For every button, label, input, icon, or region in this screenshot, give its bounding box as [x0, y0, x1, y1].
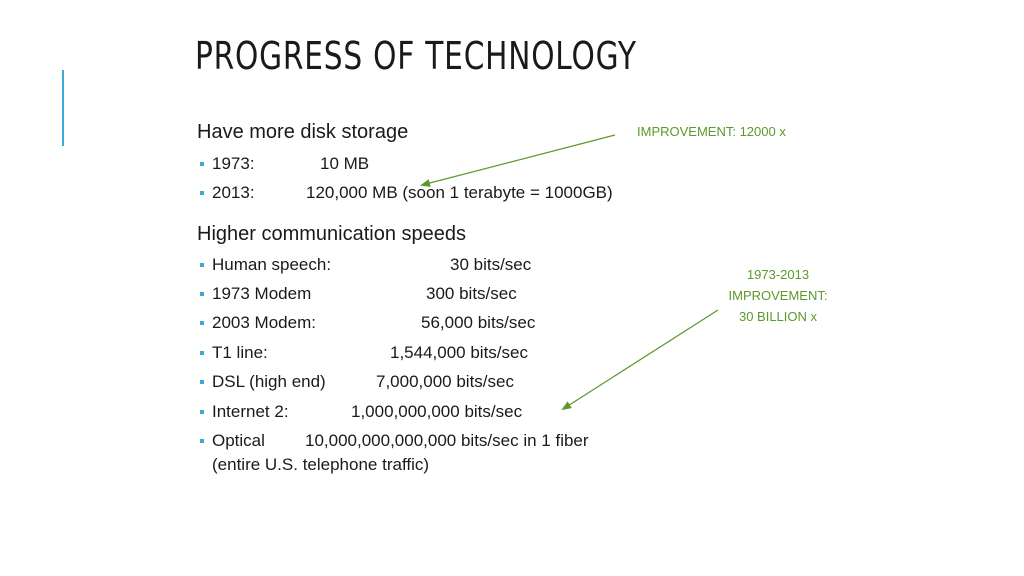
bullet-icon	[200, 439, 204, 443]
item-value: 120,000 MB (soon 1 terabyte = 1000GB)	[306, 183, 613, 202]
bullet-icon	[200, 191, 204, 195]
item-value: 10 MB	[320, 154, 370, 173]
item-value: 30 bits/sec	[450, 255, 532, 274]
item-value: 56,000 bits/sec	[421, 313, 536, 332]
comm-heading: Higher communication speeds	[197, 223, 467, 245]
disk-heading: Have more disk storage	[197, 121, 409, 143]
callout-comm: 1973-2013 IMPROVEMENT: 30 BILLION x	[718, 264, 838, 327]
item-value: 10,000,000,000,000 bits/sec in 1 fiber	[305, 431, 589, 450]
bullet-icon	[200, 351, 204, 355]
callout-comm-line: 30 BILLION x	[738, 309, 818, 324]
bullet-icon	[200, 321, 204, 325]
callout-comm-line: 1973-2013	[746, 267, 810, 282]
item-label: 1973:	[212, 154, 255, 173]
accent-bar	[62, 70, 64, 146]
item-label: 2003 Modem:	[212, 313, 316, 332]
item-label: 2013:	[212, 183, 255, 202]
item-label: Internet 2:	[212, 402, 289, 421]
item-value: 1,000,000,000 bits/sec	[351, 402, 523, 421]
item-value: 1,544,000 bits/sec	[390, 343, 528, 362]
bullet-icon	[200, 410, 204, 414]
item-label: 1973 Modem	[212, 284, 312, 303]
callout-comm-line: IMPROVEMENT:	[728, 288, 828, 303]
item-label: Human speech:	[212, 255, 332, 274]
arrow-disk	[420, 134, 616, 187]
slide-title: PROGRESS OF TECHNOLOGY	[195, 34, 637, 78]
item-value: 7,000,000 bits/sec	[376, 372, 514, 391]
bullet-icon	[200, 292, 204, 296]
bullet-icon	[200, 162, 204, 166]
item-label: DSL (high end)	[212, 372, 326, 391]
bullet-icon	[200, 380, 204, 384]
arrow-comm	[561, 309, 719, 411]
bullet-icon	[200, 263, 204, 267]
item-label: Optical	[212, 431, 265, 450]
item-label: T1 line:	[212, 343, 268, 362]
item-continuation: (entire U.S. telephone traffic)	[212, 455, 430, 474]
item-value: 300 bits/sec	[426, 284, 517, 303]
callout-disk: IMPROVEMENT: 12000 x	[637, 124, 786, 139]
